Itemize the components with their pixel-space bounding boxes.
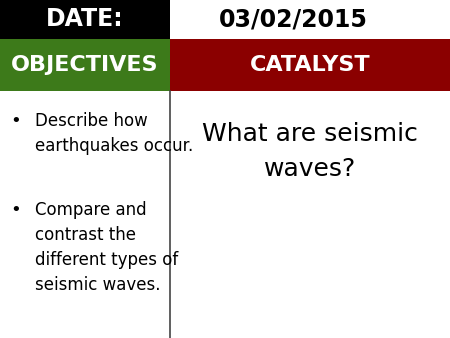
Text: •: • [10, 201, 21, 219]
Bar [170, 91, 450, 338]
Text: What are seismic
waves?: What are seismic waves? [202, 122, 418, 181]
Text: DATE:: DATE: [46, 7, 124, 31]
Bar [0, 39, 170, 91]
Text: CATALYST: CATALYST [250, 55, 370, 75]
Text: 03/02/2015: 03/02/2015 [219, 7, 368, 31]
Text: Compare and
contrast the
different types of
seismic waves.: Compare and contrast the different types… [35, 201, 178, 294]
Text: Describe how
earthquakes occur.: Describe how earthquakes occur. [35, 112, 193, 154]
Bar [170, 39, 450, 91]
Bar [0, 0, 170, 39]
Bar [170, 0, 450, 39]
Bar [0, 91, 170, 338]
Text: •: • [10, 112, 21, 129]
Text: OBJECTIVES: OBJECTIVES [11, 55, 159, 75]
